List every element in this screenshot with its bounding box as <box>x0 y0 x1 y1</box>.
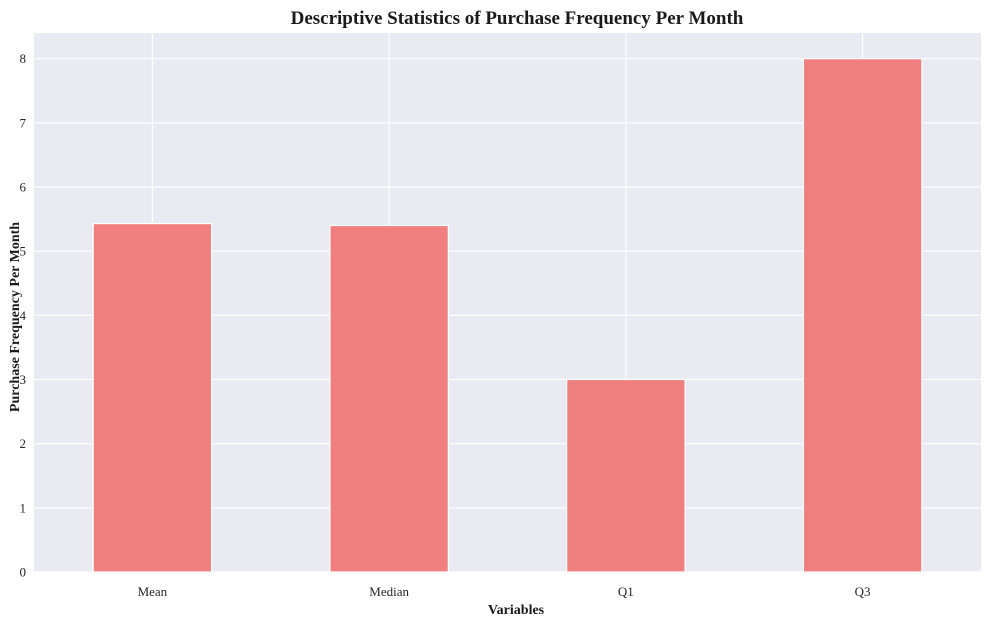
bars <box>92 58 923 573</box>
y-tick-label: 2 <box>20 436 27 451</box>
bar-q1 <box>566 378 686 573</box>
y-tick-label: 5 <box>20 244 27 259</box>
x-tick-label: Median <box>369 584 409 599</box>
bar-median <box>329 224 449 573</box>
bar-mean <box>92 222 213 573</box>
y-tick-label: 6 <box>20 180 27 195</box>
x-tick-label: Mean <box>138 584 168 599</box>
y-axis-label: Purchase Frequency Per Month <box>8 222 23 412</box>
x-axis-label: Variables <box>488 603 545 618</box>
y-tick-label: 7 <box>20 115 27 130</box>
y-tick-labels: 0 1 2 3 4 5 6 7 8 <box>20 51 27 579</box>
y-tick-label: 0 <box>20 565 27 580</box>
x-tick-label: Q1 <box>618 584 634 599</box>
x-tick-labels: Mean Median Q1 Q3 <box>138 584 871 599</box>
x-tick-label: Q3 <box>855 584 871 599</box>
y-tick-label: 3 <box>20 372 27 387</box>
bar-q3 <box>802 58 923 573</box>
chart-title: Descriptive Statistics of Purchase Frequ… <box>291 8 744 29</box>
y-tick-label: 1 <box>20 500 27 515</box>
y-tick-label: 8 <box>20 51 27 66</box>
y-tick-label: 4 <box>20 308 27 323</box>
